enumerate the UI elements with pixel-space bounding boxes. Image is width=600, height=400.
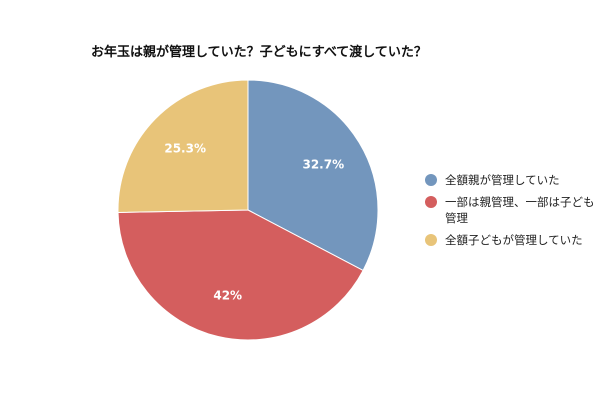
pie-slice-1 [117,209,364,341]
legend-label-0: 全額親が管理していた [445,173,560,187]
legend-marker-2 [425,234,437,246]
legend-marker-1 [425,196,437,208]
legend-item-1: 一部は親管理、一部は子ども管理 [425,194,600,226]
legend-marker-0 [425,174,437,186]
slice-label-1: 42% [213,289,242,303]
slice-label-2: 25.3% [164,141,206,155]
legend-label-2: 全額子どもが管理していた [445,233,583,247]
pie-slice-2 [117,79,249,213]
slice-label-0: 32.7% [302,157,344,171]
legend-item-2: 全額子どもが管理していた [425,232,600,248]
legend: 全額親が管理していた 一部は親管理、一部は子ども管理 全額子どもが管理していた [425,172,600,254]
legend-label-1: 一部は親管理、一部は子ども管理 [445,195,595,225]
chart-title: お年玉は親が管理していた？子どもにすべて渡していた？ [91,45,427,60]
legend-item-0: 全額親が管理していた [425,172,600,188]
pie-slice-0 [247,79,379,272]
